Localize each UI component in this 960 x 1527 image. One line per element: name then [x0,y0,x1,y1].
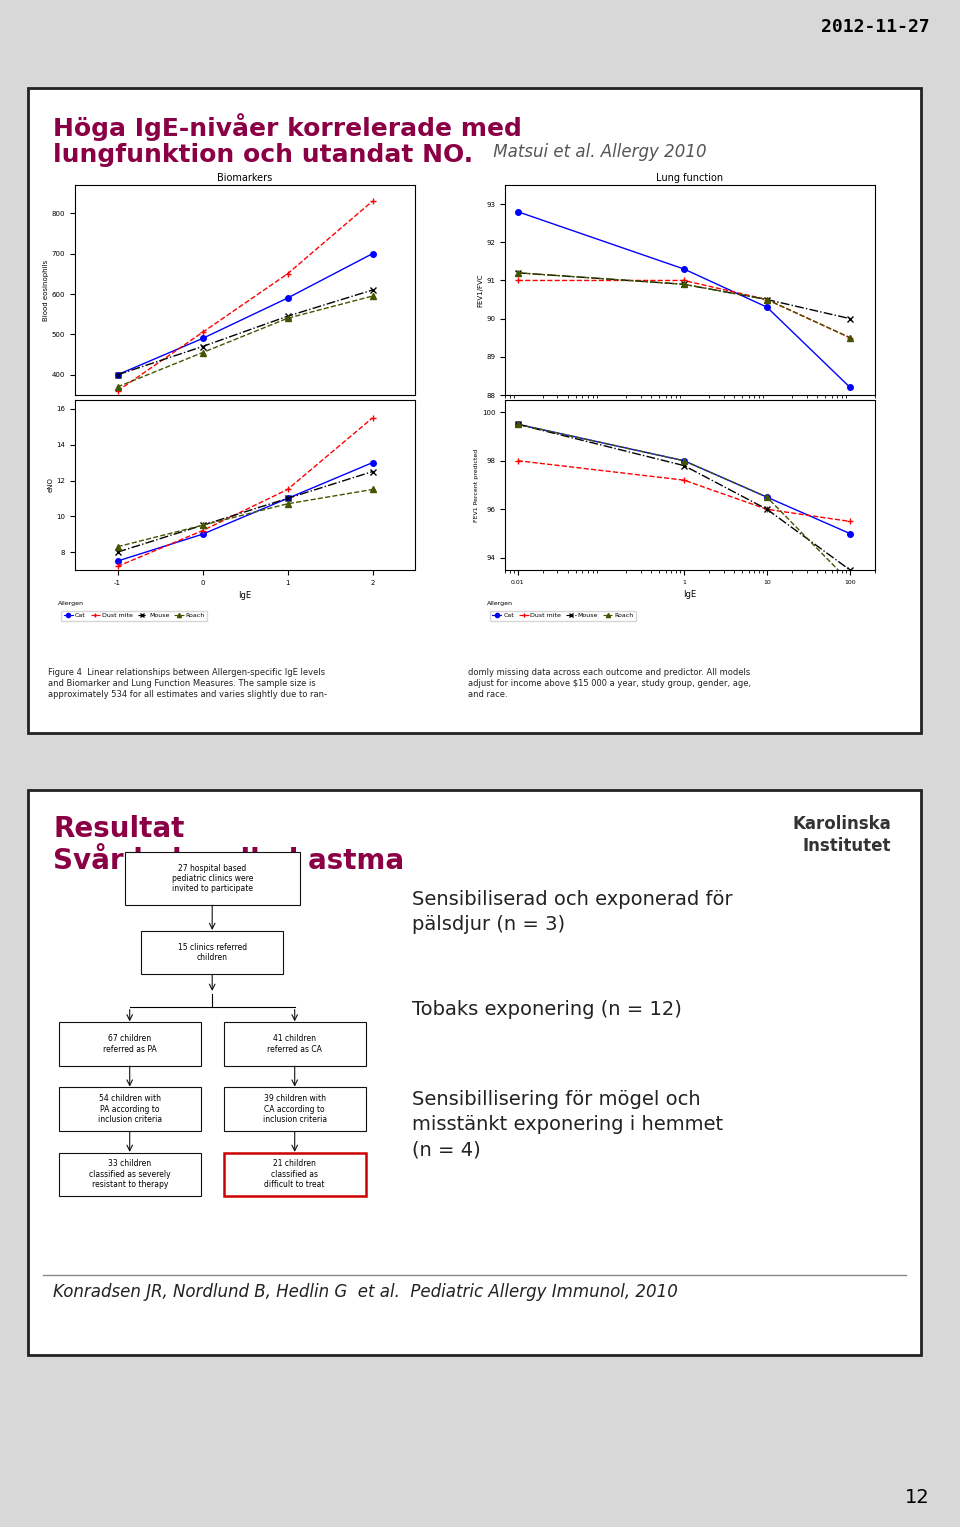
Y-axis label: Blood eosinophils: Blood eosinophils [43,260,49,321]
Text: 39 children with
CA according to
inclusion criteria: 39 children with CA according to inclusi… [263,1095,326,1124]
Legend: Cat, Dust mite, Mouse, Roach: Cat, Dust mite, Mouse, Roach [490,611,636,621]
FancyBboxPatch shape [141,930,283,974]
Text: domly missing data across each outcome and predictor. All models
adjust for inco: domly missing data across each outcome a… [468,667,751,699]
Text: Karolinska
Institutet: Karolinska Institutet [792,815,891,855]
FancyBboxPatch shape [59,1022,201,1066]
Y-axis label: eNO: eNO [47,478,54,492]
Text: Allergen: Allergen [487,600,513,606]
Cat [367,244,378,263]
Mouse [111,365,123,383]
Text: Sensibillisering för mögel och
misstänkt exponering i hemmet
(n = 4): Sensibillisering för mögel och misstänkt… [412,1090,723,1159]
Text: Konradsen JR, Nordlund B, Hedlin G  et al.  Pediatric Allergy Immunol, 2010: Konradsen JR, Nordlund B, Hedlin G et al… [53,1283,678,1301]
Cat [197,330,208,348]
Text: Resultat: Resultat [53,815,184,843]
FancyBboxPatch shape [224,1153,366,1196]
Text: Höga IgE-nivåer korrelerade med: Höga IgE-nivåer korrelerade med [53,113,522,140]
Text: Figure 4  Linear relationships between Allergen-specific IgE levels
and Biomarke: Figure 4 Linear relationships between Al… [48,667,327,699]
Text: Sensibiliserad och exponerad för
pälsdjur (n = 3): Sensibiliserad och exponerad för pälsdju… [412,890,732,935]
Text: Matsui et al. Allergy 2010: Matsui et al. Allergy 2010 [488,144,707,160]
Mouse [367,281,378,299]
Text: 41 children
referred as CA: 41 children referred as CA [267,1034,323,1054]
Text: 2012-11-27: 2012-11-27 [821,18,930,37]
Dust mite [281,264,293,282]
Text: Svår behandlad astma: Svår behandlad astma [53,847,404,875]
Mouse [197,337,208,356]
FancyBboxPatch shape [125,852,300,904]
Bar [28,789,921,1354]
Cat [111,365,123,383]
Text: lungfunktion och utandat NO.: lungfunktion och utandat NO. [53,144,473,166]
Roach [281,308,293,327]
Dust mite [197,324,208,342]
X-axis label: IgE: IgE [238,591,252,600]
Mouse [281,307,293,325]
Text: 54 children with
PA according to
inclusion criteria: 54 children with PA according to inclusi… [98,1095,162,1124]
Line: Roach: Roach [115,293,375,389]
Text: 67 children
referred as PA: 67 children referred as PA [103,1034,156,1054]
Line: Mouse: Mouse [115,287,375,377]
X-axis label: IgE: IgE [684,591,697,599]
Roach [367,287,378,305]
FancyBboxPatch shape [59,1153,201,1196]
Bar [28,89,921,733]
Title: Lung function: Lung function [657,173,724,183]
Y-axis label: FEV1 Percent predicted: FEV1 Percent predicted [474,449,479,522]
Roach [111,377,123,395]
Title: Biomarkers: Biomarkers [217,173,273,183]
Dust mite [367,192,378,211]
Line: Cat: Cat [115,250,375,377]
Text: 12: 12 [905,1487,930,1507]
Roach [197,344,208,362]
Y-axis label: FEV1/FVC: FEV1/FVC [477,273,484,307]
FancyBboxPatch shape [224,1087,366,1132]
FancyBboxPatch shape [224,1022,366,1066]
Text: Allergen: Allergen [58,600,84,606]
FancyBboxPatch shape [59,1087,201,1132]
Dust mite [111,382,123,400]
Text: 33 children
classified as severely
resistant to therapy: 33 children classified as severely resis… [89,1159,171,1190]
Text: 27 hospital based
pediatric clinics were
invited to participate: 27 hospital based pediatric clinics were… [172,864,252,893]
Text: 21 children
classified as
difficult to treat: 21 children classified as difficult to t… [264,1159,324,1190]
Legend: Cat, Dust mite, Mouse, Roach: Cat, Dust mite, Mouse, Roach [61,611,207,621]
Text: Tobaks exponering (n = 12): Tobaks exponering (n = 12) [412,1000,682,1019]
Line: Dust mite: Dust mite [114,197,376,394]
Text: 15 clinics referred
children: 15 clinics referred children [178,942,247,962]
Cat [281,289,293,307]
